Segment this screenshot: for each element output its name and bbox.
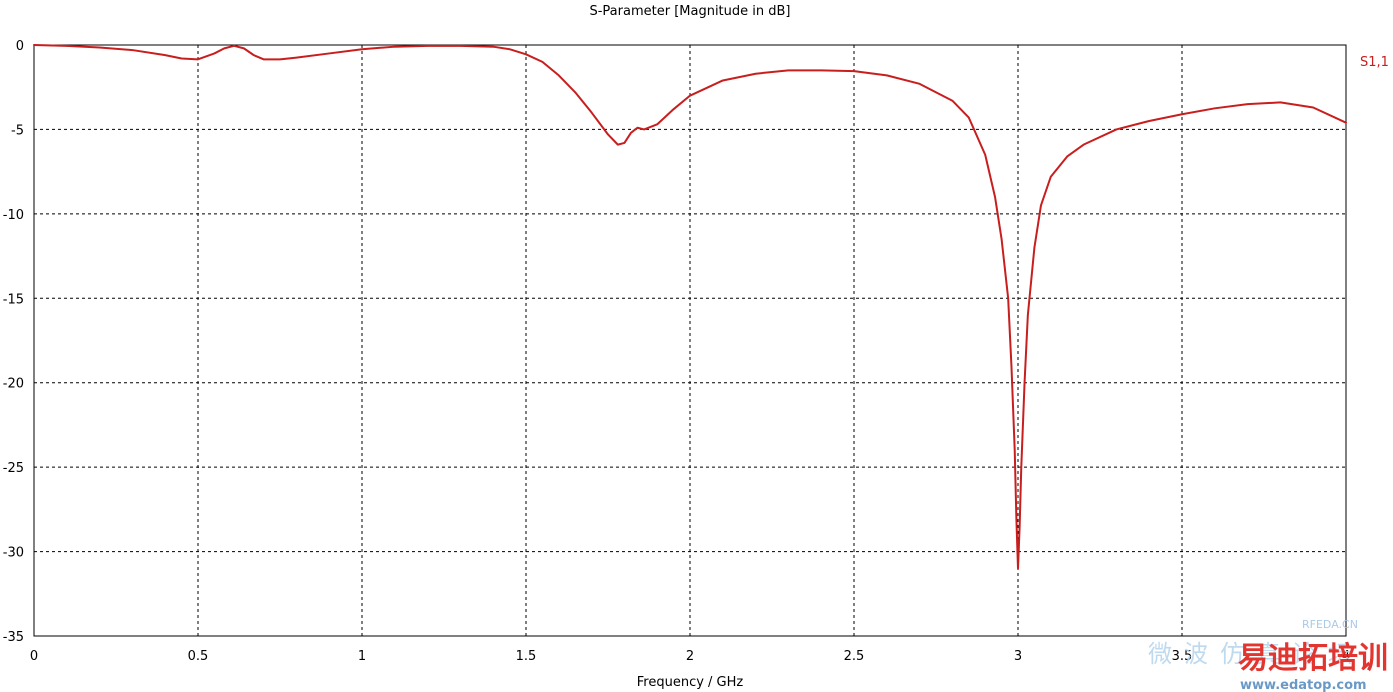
grid-layer [34,45,1346,636]
x-tick-label: 3 [1014,649,1022,664]
y-tick-label: -30 [3,546,24,561]
watermark: RFEDA.CN 微波仿真论坛 易迪拓培训 www.edatop.com [1148,618,1388,692]
x-tick-label: 4 [1342,649,1350,664]
legend-entry-s11: S1,1 [1360,55,1389,70]
x-axis-label: Frequency / GHz [637,675,744,690]
watermark-cn-text: 微波仿真论坛 [1148,640,1364,668]
y-tick-label: -10 [3,208,24,223]
x-tick-label: 1 [358,649,366,664]
x-tick-label: 2.5 [844,649,865,664]
y-tick-label: -25 [3,461,24,476]
x-tick-label: 0.5 [188,649,209,664]
y-tick-label: -5 [11,123,24,138]
axes-layer [33,44,1347,637]
watermark-url-text: www.edatop.com [1240,678,1367,692]
x-tick-label: 1.5 [516,649,537,664]
tick-label-layer: 0 0.5 1 1.5 2 2.5 3 3.5 4 0 -5 -10 -15 -20 -25 -30 -35 [3,39,1350,664]
y-tick-label: -15 [3,292,24,307]
plot-frame [33,44,1347,637]
x-tick-label: 0 [30,649,38,664]
watermark-main-text: 易迪拓培训 [1238,641,1388,676]
x-tick-label: 3.5 [1172,649,1193,664]
series-line-s11 [33,44,1347,570]
chart-title: S-Parameter [Magnitude in dB] [589,4,790,19]
y-tick-label: -20 [3,377,24,392]
y-tick-label: 0 [16,39,24,54]
x-tick-label: 2 [686,649,694,664]
y-tick-label: -35 [3,630,24,645]
watermark-small-text: RFEDA.CN [1302,618,1358,631]
series-layer [33,44,1347,570]
